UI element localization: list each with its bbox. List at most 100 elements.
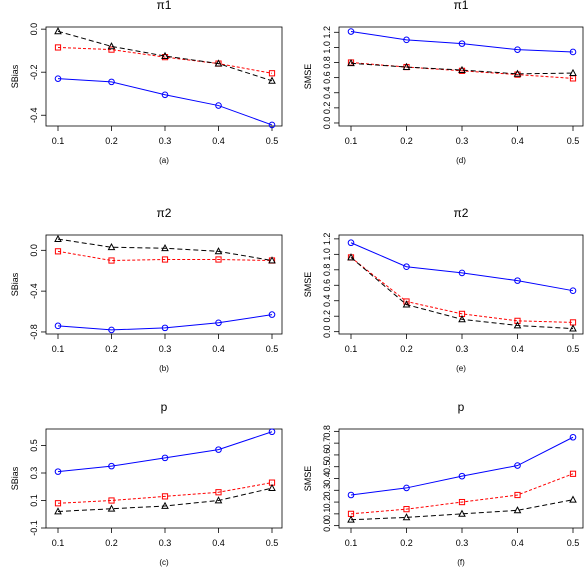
x-tick-label: 0.1 [345, 538, 358, 548]
plot-frame [45, 26, 283, 127]
data-point-triangle [268, 76, 276, 84]
data-point-square [215, 489, 222, 496]
x-tick-label: 0.4 [212, 136, 225, 146]
data-point-square [514, 317, 521, 324]
chart-title: p [161, 400, 168, 414]
y-tick-label: 0.8 [322, 425, 332, 438]
data-point-triangle [107, 42, 116, 50]
series-line [350, 257, 574, 323]
data-point-triangle [54, 507, 62, 515]
data-point-triangle [569, 324, 577, 332]
x-tick-label: 0.5 [266, 136, 279, 146]
series-line [57, 30, 273, 82]
chart-title: π1 [454, 0, 469, 12]
panel-caption: (c) [159, 558, 169, 567]
series-line [350, 257, 574, 330]
data-point-circle [514, 277, 521, 284]
x-tick-label: 0.2 [105, 136, 118, 146]
y-tick-label: -0.4 [29, 107, 39, 123]
data-point-circle [514, 46, 521, 53]
y-tick-label: 0.4 [322, 86, 332, 99]
chart-title: π1 [157, 0, 172, 12]
series-line [57, 78, 273, 126]
data-point-circle [458, 472, 466, 480]
y-axis-label: SBias [10, 64, 20, 88]
x-tick-label: 0.3 [159, 538, 172, 548]
data-point-circle [514, 462, 521, 469]
data-point-circle [215, 446, 222, 453]
data-point-circle [347, 28, 355, 35]
y-tick-label: 0.5 [322, 460, 332, 473]
data-point-triangle [402, 513, 411, 521]
data-point-circle [108, 78, 115, 86]
y-axis-label: SBias [10, 466, 20, 490]
series-line [350, 499, 574, 521]
data-point-triangle [458, 315, 466, 323]
series-line [57, 482, 273, 504]
y-tick-label: -0.2 [29, 64, 39, 80]
x-tick-label: 0.3 [159, 136, 172, 146]
x-tick-label: 0.3 [456, 136, 469, 146]
data-point-triangle [268, 483, 276, 492]
x-tick-label: 0.2 [105, 344, 118, 354]
y-tick-label: 0.0 [322, 325, 332, 338]
plot-frame [338, 26, 584, 127]
series-line [57, 314, 273, 331]
y-tick-label: 0.0 [322, 117, 332, 130]
plot-frame [338, 234, 584, 335]
data-point-square [514, 491, 521, 499]
y-tick-label: 0.2 [322, 496, 332, 509]
series-line [350, 473, 574, 515]
data-point-square [569, 470, 577, 477]
data-point-square [108, 497, 115, 504]
x-tick-label: 0.1 [52, 538, 65, 548]
data-point-circle [458, 269, 466, 277]
data-point-circle [54, 322, 62, 330]
data-point-square [161, 493, 169, 500]
data-point-circle [403, 263, 410, 271]
series-line [57, 250, 273, 262]
x-tick-label: 0.2 [400, 538, 413, 548]
data-point-triangle [214, 59, 223, 67]
data-point-circle [108, 326, 115, 334]
data-point-circle [458, 40, 466, 47]
y-tick-label: -0.1 [29, 520, 39, 536]
y-tick-label: 0.1 [29, 494, 39, 507]
series-line [350, 436, 574, 496]
x-tick-label: 0.4 [212, 344, 225, 354]
data-point-triangle [402, 62, 411, 70]
data-point-circle [268, 121, 276, 129]
data-point-triangle [161, 51, 169, 59]
data-point-square [403, 506, 410, 513]
data-point-triangle [347, 59, 355, 67]
data-point-triangle [402, 300, 411, 308]
data-point-circle [215, 319, 222, 327]
y-tick-label: 1.2 [322, 26, 332, 39]
panel-caption: (d) [456, 156, 466, 165]
plot-frame [45, 428, 283, 529]
y-tick-label: 0.4 [322, 294, 332, 307]
data-point-triangle [569, 495, 577, 503]
x-tick-label: 0.5 [567, 344, 580, 354]
y-tick-label: 1.2 [322, 233, 332, 246]
data-point-triangle [347, 515, 355, 523]
chart-title: π2 [454, 206, 469, 220]
data-point-triangle [347, 253, 355, 261]
data-point-triangle [161, 244, 169, 252]
y-tick-label: 0.6 [322, 71, 332, 84]
y-tick-label: 0.1 [322, 508, 332, 521]
x-tick-label: 0.2 [105, 538, 118, 548]
y-axis-label: SMSE [303, 466, 313, 492]
data-point-triangle [268, 256, 276, 264]
y-tick-label: 0.3 [29, 467, 39, 480]
x-tick-label: 0.5 [567, 136, 580, 146]
x-tick-label: 0.3 [456, 538, 469, 548]
x-tick-label: 0.2 [400, 136, 413, 146]
y-tick-label: 1.0 [322, 248, 332, 261]
data-point-square [54, 500, 62, 507]
data-point-circle [54, 468, 62, 475]
x-tick-label: 0.4 [511, 538, 524, 548]
data-point-triangle [54, 27, 62, 35]
data-point-triangle [458, 509, 466, 517]
series-line [57, 46, 273, 74]
